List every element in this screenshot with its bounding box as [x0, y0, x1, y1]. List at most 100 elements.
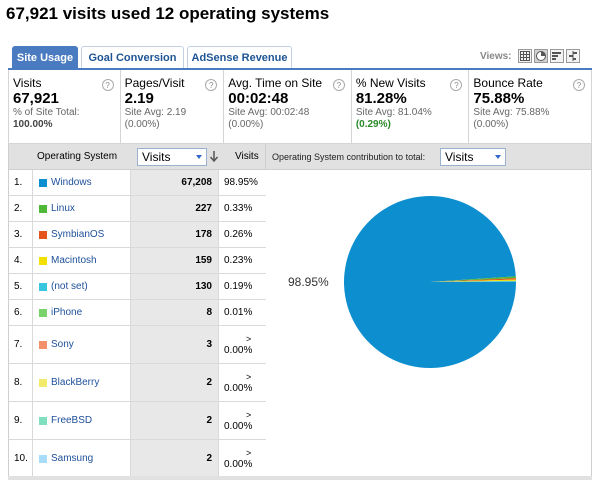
os-name: Linux [51, 203, 75, 214]
sort-desc-icon[interactable] [209, 150, 219, 165]
os-name: Sony [51, 339, 74, 350]
os-link[interactable]: Macintosh [33, 248, 131, 273]
metric-value: 2.19 [124, 90, 154, 107]
views-label: Views: [480, 50, 512, 62]
table-row: 3. SymbianOS 178 0.26% [8, 222, 266, 248]
visits-value: 8 [131, 300, 219, 325]
tab-adsense-revenue[interactable]: AdSense Revenue [187, 46, 292, 68]
metric-sub: Site Avg: 75.88% [473, 107, 550, 118]
table-row: 9. FreeBSD 2 >0.00% [8, 402, 266, 440]
legend-swatch [39, 308, 47, 317]
row-index: 7. [9, 326, 33, 363]
legend-swatch [39, 178, 47, 187]
row-index: 10. [9, 440, 33, 477]
os-link[interactable]: Samsung [33, 440, 131, 477]
visits-percent: 0.19% [219, 274, 265, 299]
help-icon[interactable]: ? [573, 79, 585, 91]
row-index: 4. [9, 248, 33, 273]
table-view-icon[interactable] [517, 49, 532, 63]
visits-percent: 0.23% [219, 248, 265, 273]
percent-value: 0.19% [224, 280, 253, 292]
percent-value: 0.33% [224, 202, 253, 214]
metric-label: Avg. Time on Site [228, 76, 323, 90]
tab-site-usage[interactable]: Site Usage [12, 46, 78, 68]
visits-percent: 0.26% [219, 222, 265, 247]
percent-value: 0.00% [224, 420, 253, 432]
help-icon[interactable]: ? [101, 79, 114, 91]
visits-percent: >0.00% [219, 402, 265, 439]
visits-percent: 98.95% [219, 170, 265, 195]
chart-select-value: Visits [445, 150, 474, 164]
chart-header: Operating System contribution to total: … [266, 144, 591, 170]
os-link[interactable]: (not set) [33, 274, 131, 299]
visits-value: 3 [131, 326, 219, 363]
table-row: 1. Windows 67,208 98.95% [8, 170, 266, 196]
os-name: Macintosh [51, 255, 97, 266]
visits-percent: >0.00% [219, 326, 265, 363]
comparison-view-icon[interactable] [565, 49, 580, 63]
percent-value: 0.23% [224, 254, 253, 266]
visits-percent: >0.00% [219, 364, 265, 401]
chart-metric-select[interactable]: Visits [440, 148, 506, 166]
metric-sub-value: 100.00% [13, 119, 53, 130]
visits-value: 67,208 [131, 170, 219, 195]
metric-value: 75.88% [473, 90, 525, 107]
row-index: 6. [9, 300, 33, 325]
scorecard: Visits 67,921 % of Site Total: 100.00% ?… [8, 70, 592, 144]
os-link[interactable]: Sony [33, 326, 131, 363]
pie-slice-linux [430, 276, 516, 282]
chart-header-label: Operating System contribution to total: [272, 152, 426, 162]
os-name: FreeBSD [51, 415, 93, 426]
row-index: 9. [9, 402, 33, 439]
table-row: 10. Samsung 2 >0.00% [8, 440, 266, 478]
percent-value: 0.01% [224, 306, 253, 318]
os-link[interactable]: FreeBSD [33, 402, 131, 439]
page-title: 67,921 visits used 12 operating systems [6, 4, 330, 23]
visits-value: 2 [131, 364, 219, 401]
metric-value: 67,921 [13, 90, 59, 107]
os-name: Windows [51, 177, 92, 188]
greater-than-marker: > [246, 333, 252, 344]
os-name: Samsung [51, 453, 94, 464]
help-icon[interactable]: ? [450, 79, 463, 91]
views-switcher: Views: [480, 48, 580, 64]
os-name: (not set) [51, 281, 88, 292]
pie-view-icon[interactable] [533, 49, 548, 63]
pie-slice-macintosh [430, 279, 516, 282]
metric-new-visits: % New Visits 81.28% Site Avg: 81.04% (0.… [352, 70, 470, 143]
legend-swatch [39, 256, 47, 265]
os-link[interactable]: Windows [33, 170, 131, 195]
bar-view-icon[interactable] [549, 49, 564, 63]
help-icon[interactable]: ? [205, 79, 218, 91]
chevron-down-icon [495, 155, 501, 159]
percent-value: 0.26% [224, 228, 253, 240]
pie-chart: 98.95% [288, 195, 516, 368]
pie-slice-not-set [430, 280, 516, 282]
os-table: Operating System Visits Visits 1. Windows… [8, 144, 266, 478]
metric-sub-value: (0.00%) [473, 119, 509, 130]
table-row: 4. Macintosh 159 0.23% [8, 248, 266, 274]
os-link[interactable]: BlackBerry [33, 364, 131, 401]
table-row: 2. Linux 227 0.33% [8, 196, 266, 222]
tab-goal-conversion[interactable]: Goal Conversion [81, 46, 184, 68]
legend-swatch [39, 454, 47, 463]
metric-label: % New Visits [355, 76, 426, 90]
help-icon[interactable]: ? [332, 79, 345, 91]
os-link[interactable]: SymbianOS [33, 222, 131, 247]
os-link[interactable]: iPhone [33, 300, 131, 325]
os-name: BlackBerry [51, 377, 100, 388]
legend-swatch [39, 204, 47, 213]
os-name: iPhone [51, 307, 83, 318]
dimension-header[interactable]: Operating System [37, 151, 118, 162]
tab-underline [8, 68, 592, 70]
visits-percent: 0.33% [219, 196, 265, 221]
visits-percent: 0.01% [219, 300, 265, 325]
table-header: Operating System Visits Visits [8, 144, 266, 170]
metric-sub: Site Avg: 2.19 [124, 107, 187, 118]
visits-header[interactable]: Visits [235, 151, 259, 162]
metric-select[interactable]: Visits [137, 148, 207, 166]
metric-pages-per-visit: Pages/Visit 2.19 Site Avg: 2.19 (0.00%) … [121, 70, 225, 143]
table-row: 5. (not set) 130 0.19% [8, 274, 266, 300]
os-link[interactable]: Linux [33, 196, 131, 221]
row-index: 3. [9, 222, 33, 247]
